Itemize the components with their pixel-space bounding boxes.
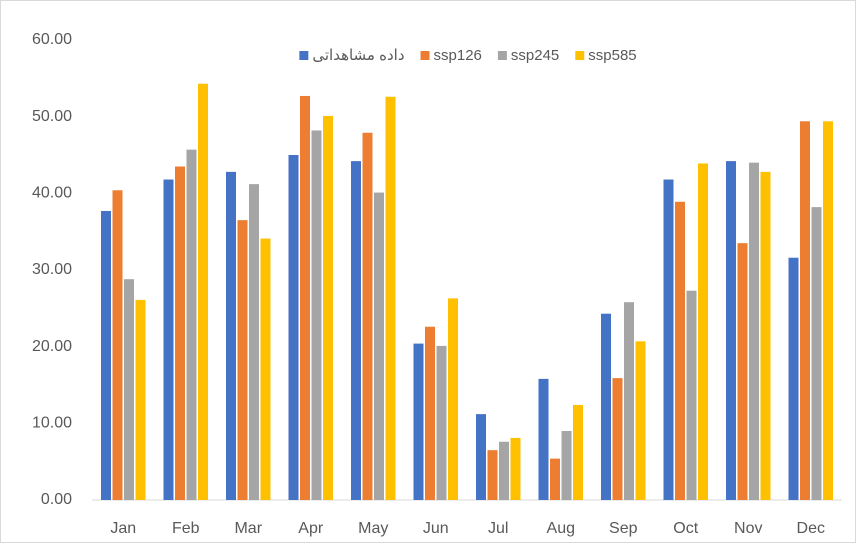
bar <box>573 404 583 500</box>
bar <box>135 299 146 500</box>
bar <box>362 132 373 500</box>
legend-label: ssp126 <box>434 47 482 64</box>
legend-swatch <box>497 51 507 60</box>
bar <box>226 171 236 500</box>
bar <box>425 326 435 500</box>
bar <box>800 121 810 501</box>
bar <box>413 343 424 500</box>
y-tick-label: 20.00 <box>32 338 72 355</box>
bar <box>186 149 197 500</box>
legend-swatch <box>575 51 585 60</box>
bar <box>351 161 361 500</box>
bar <box>487 450 498 500</box>
bar <box>550 458 560 500</box>
x-tick-label: Dec <box>797 520 825 537</box>
y-tick-label: 50.00 <box>32 108 72 125</box>
x-tick-label: Feb <box>172 520 200 537</box>
bar <box>737 243 748 500</box>
x-tick-label: Jan <box>110 520 136 537</box>
bar <box>163 179 174 501</box>
bar <box>538 378 549 500</box>
legend-swatch <box>299 51 309 60</box>
legend-label: داده مشاهداتی <box>312 47 404 64</box>
bar <box>237 220 248 500</box>
bar <box>698 163 708 500</box>
legend-swatch <box>420 51 430 60</box>
legend-label: ssp245 <box>511 47 559 64</box>
x-tick-label: Apr <box>298 520 324 537</box>
bar <box>823 121 833 501</box>
x-tick-label: Jul <box>488 520 508 537</box>
bar <box>112 190 123 500</box>
bar <box>601 313 611 500</box>
bar <box>749 162 759 500</box>
bar <box>788 257 799 500</box>
bar <box>561 431 572 500</box>
y-tick-label: 30.00 <box>32 261 72 278</box>
bar <box>663 179 674 501</box>
bar <box>311 130 322 500</box>
y-tick-label: 0.00 <box>41 491 72 508</box>
bar <box>499 441 509 500</box>
x-tick-label: Aug <box>547 520 575 537</box>
bar <box>686 290 697 500</box>
bar <box>101 210 111 500</box>
bar <box>323 115 333 501</box>
bar <box>300 95 310 500</box>
bar <box>436 345 447 500</box>
bar <box>811 207 822 500</box>
bar <box>612 378 623 500</box>
bar <box>476 414 486 500</box>
x-tick-label: May <box>358 520 388 537</box>
bar <box>760 171 771 500</box>
bar <box>675 201 685 500</box>
bar <box>288 155 299 500</box>
x-tick-label: Jun <box>423 520 449 537</box>
bar <box>374 192 384 501</box>
x-tick-label: Oct <box>673 520 698 537</box>
bar <box>448 298 458 500</box>
bar <box>385 96 396 500</box>
bar <box>726 161 736 500</box>
bar <box>624 302 634 500</box>
legend-label: ssp585 <box>588 47 636 64</box>
y-tick-label: 40.00 <box>32 185 72 202</box>
x-tick-label: Mar <box>234 520 262 537</box>
y-tick-label: 60.00 <box>32 31 72 48</box>
bar <box>510 437 521 500</box>
bar <box>260 238 271 501</box>
bar <box>198 83 208 500</box>
legend: داده مشاهداتی ssp126 ssp245 ssp585 <box>299 47 637 64</box>
bar <box>249 184 259 500</box>
y-tick-label: 10.00 <box>32 415 72 432</box>
bar <box>175 166 185 500</box>
bar <box>635 341 646 500</box>
x-tick-label: Nov <box>734 520 762 537</box>
bar <box>124 279 134 500</box>
x-tick-label: Sep <box>609 520 638 537</box>
